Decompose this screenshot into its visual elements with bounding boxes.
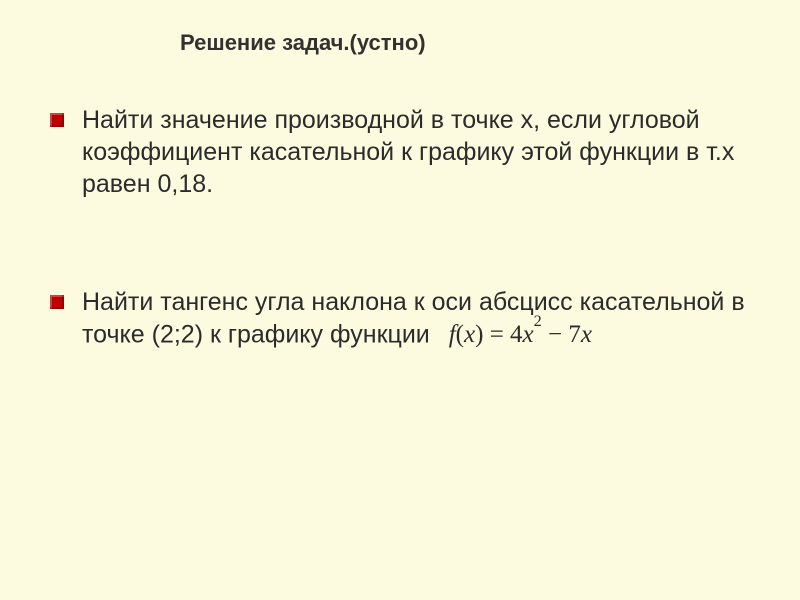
bullet-item: Найти значение производной в точке х, ес… [50, 104, 750, 200]
formula-exp: 2 [534, 312, 542, 330]
formula-var: x [464, 321, 475, 348]
formula-paren-open: ( [456, 321, 464, 348]
formula-var: x [523, 321, 534, 348]
bullet-item: Найти тангенс угла наклона к оси абсцисс… [50, 286, 750, 351]
bullet-text-content: Найти тангенс угла наклона к оси абсцисс… [82, 288, 745, 348]
bullet-text: Найти тангенс угла наклона к оси абсцисс… [82, 286, 750, 351]
spacer [50, 256, 750, 286]
formula-coef: 4 [510, 321, 523, 348]
formula-op: − [542, 321, 569, 348]
formula-eq: = [483, 321, 510, 348]
formula-var: x [581, 321, 592, 348]
slide: Решение задач.(устно) Найти значение про… [0, 0, 800, 600]
formula-coef: 7 [568, 321, 581, 348]
slide-title: Решение задач.(устно) [180, 30, 750, 56]
formula: f(x) = 4x2 − 7x [449, 321, 592, 348]
square-bullet-icon [50, 113, 64, 127]
square-bullet-icon [50, 295, 64, 309]
bullet-text: Найти значение производной в точке х, ес… [82, 104, 750, 200]
formula-fn: f [449, 321, 456, 348]
